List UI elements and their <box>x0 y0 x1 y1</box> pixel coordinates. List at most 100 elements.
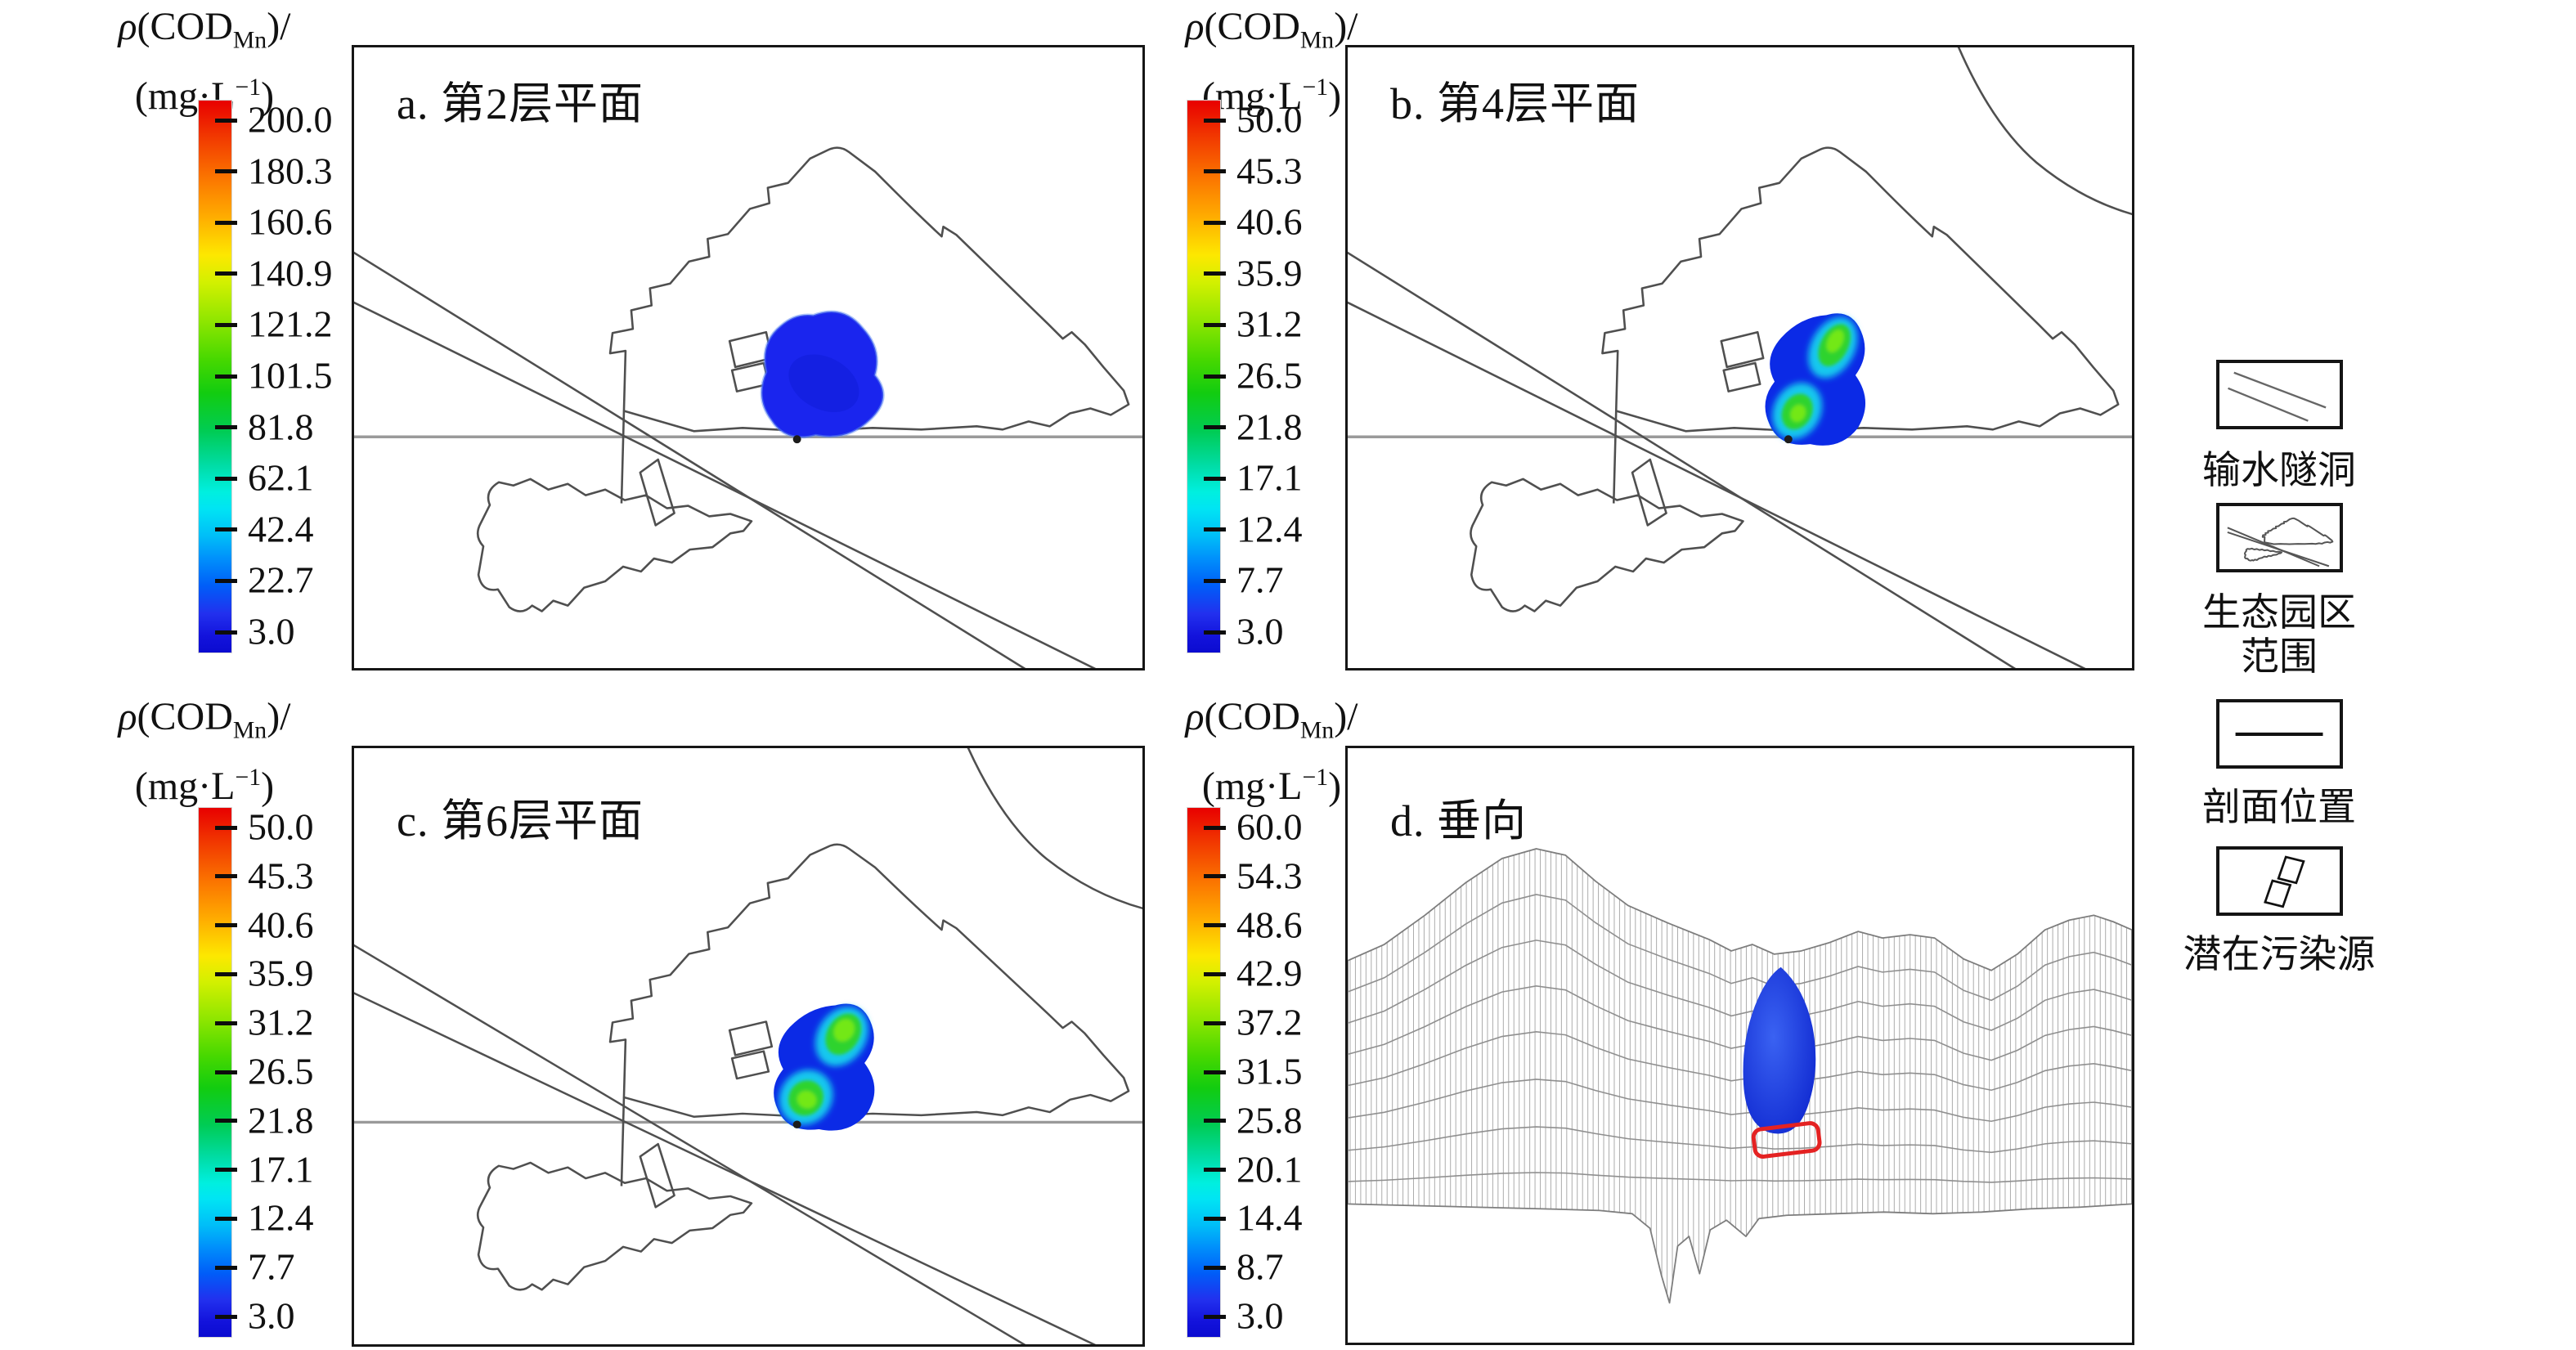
ecological-park-boundary <box>608 146 1130 433</box>
water-tunnel-line-1 <box>354 944 1026 1344</box>
colorbar-tick-mark <box>215 118 237 123</box>
colorbar-tick-label: 12.4 <box>248 1196 314 1239</box>
colorbar-tick-mark <box>1204 1168 1226 1173</box>
colorbar-a-label-line1: ρ(CODMn)/ <box>118 5 291 54</box>
colorbar-a-ticks: 200.0 180.3 160.6 140.9 121.2 101.5 81.8 62.1 42… <box>199 98 444 653</box>
colorbar-tick-mark <box>215 220 237 225</box>
colorbar-tick-mark <box>1204 527 1226 532</box>
colorbar-tick-label: 48.6 <box>1236 904 1303 946</box>
plume-green-core <box>1781 324 1851 430</box>
panel-a-map <box>354 47 1142 668</box>
water-tunnel-line-2 <box>354 992 1097 1344</box>
colorbar-a: 200.0 180.3 160.6 140.9 121.2 101.5 81.8 62.1 42… <box>198 98 444 653</box>
park-edge-segment <box>1612 410 1618 504</box>
colorbar-tick-label: 21.8 <box>1236 406 1303 448</box>
colorbar-tick-label: 60.0 <box>1236 805 1303 848</box>
colorbar-tick-mark <box>215 923 237 928</box>
cross-section-plot <box>1348 848 2132 1304</box>
park-edge-segment <box>620 410 626 504</box>
terrain-contour-curve <box>1957 47 2132 216</box>
colorbar-tick-label: 200.0 <box>248 98 333 141</box>
panel-a: a. 第2层平面 <box>352 45 1145 671</box>
colorbar-tick-label: 31.2 <box>1236 303 1303 345</box>
colorbar-tick-label: 22.7 <box>248 558 314 601</box>
colorbar-c-label-line2: (mg·L−1) <box>134 763 275 808</box>
colorbar-tick-mark <box>1204 476 1226 481</box>
colorbar-tick-mark <box>215 425 237 430</box>
legend-label-park-line2: 范围 <box>2241 636 2318 679</box>
colorbar-tick-mark <box>215 476 237 481</box>
plume-dark-core <box>788 354 859 413</box>
colorbar-tick-label: 50.0 <box>248 805 314 848</box>
map-plot <box>354 748 1142 1344</box>
plume-green-core <box>788 1013 862 1116</box>
panel-b-map <box>1348 47 2132 668</box>
cod-plume <box>760 310 885 439</box>
colorbar-tick-mark <box>215 874 237 879</box>
wetland-boundary <box>1470 478 1744 612</box>
colorbar-d: 60.0 54.3 48.6 42.9 37.2 31.5 25.8 20.1 14.4 8.7 3… <box>1187 805 1433 1338</box>
colorbar-tick-mark <box>1204 1070 1226 1074</box>
colorbar-tick-mark <box>1204 425 1226 430</box>
colorbar-tick-mark <box>1204 874 1226 879</box>
colorbar-d-ticks: 60.0 54.3 48.6 42.9 37.2 31.5 25.8 20.1 14.4 8.7 3… <box>1187 805 1433 1337</box>
colorbar-c-label: ρ(CODMn)/ (mg·L−1) <box>57 693 352 810</box>
colorbar-tick-mark <box>215 527 237 532</box>
wetland-sliver <box>639 1142 675 1209</box>
panel-b: b. 第4层平面 <box>1345 45 2134 671</box>
water-tunnel-line-1 <box>354 251 1026 668</box>
colorbar-tick-mark <box>1204 118 1226 123</box>
panel-d-cross-section <box>1348 748 2132 1343</box>
colorbar-tick-label: 21.8 <box>248 1099 314 1141</box>
colorbar-tick-mark <box>215 1314 237 1319</box>
section-line-icon <box>2216 699 2343 769</box>
colorbar-tick-mark <box>215 1265 237 1270</box>
legend-label-tunnel: 输水隧洞 <box>2202 450 2356 492</box>
colorbar-tick-label: 8.7 <box>1236 1245 1284 1288</box>
colorbar-tick-label: 54.3 <box>1236 854 1303 897</box>
colorbar-c-label-line1: ρ(CODMn)/ <box>118 695 291 744</box>
colorbar-tick-label: 140.9 <box>248 252 333 294</box>
wetland-sliver <box>1631 458 1667 527</box>
ecological-park-boundary <box>1601 146 2120 433</box>
colorbar-tick-label: 81.8 <box>248 406 314 448</box>
colorbar-tick-mark <box>215 1070 237 1074</box>
pollution-source-rect-1 <box>728 1020 774 1056</box>
colorbar-tick-label: 180.3 <box>248 150 333 192</box>
panel-c-map <box>354 748 1142 1344</box>
colorbar-tick-mark <box>215 1020 237 1025</box>
colorbar-tick-mark <box>215 825 237 830</box>
colorbar-tick-mark <box>215 271 237 276</box>
colorbar-tick-mark <box>1204 169 1226 174</box>
cod-plume <box>774 1003 875 1131</box>
panel-c-title: c. 第6层平面 <box>397 796 644 845</box>
wetland-boundary <box>476 478 753 612</box>
map-plot <box>354 146 1142 668</box>
source-red-rectangle <box>1751 1121 1822 1159</box>
colorbar-tick-label: 45.3 <box>248 854 314 897</box>
colorbar-tick-label: 3.0 <box>248 610 295 653</box>
pollution-source-icon <box>2216 846 2343 916</box>
colorbar-tick-label: 3.0 <box>1236 610 1284 653</box>
legend-label-source: 潜在污染源 <box>2183 934 2376 976</box>
panel-b-title: b. 第4层平面 <box>1390 79 1640 128</box>
colorbar-tick-mark <box>1204 1314 1226 1319</box>
colorbar-c: 50.0 45.3 40.6 35.9 31.2 26.5 21.8 17.1 12.4 7.7 3… <box>198 805 444 1338</box>
colorbar-tick-label: 50.0 <box>1236 98 1303 141</box>
colorbar-tick-mark <box>1204 374 1226 379</box>
colorbar-tick-label: 20.1 <box>1236 1148 1303 1191</box>
colorbar-tick-mark <box>215 1119 237 1124</box>
colorbar-tick-label: 42.9 <box>1236 952 1303 994</box>
colorbar-tick-label: 62.1 <box>248 456 314 499</box>
colorbar-tick-label: 3.0 <box>1236 1294 1284 1337</box>
colorbar-b-label-line1: ρ(CODMn)/ <box>1185 5 1358 54</box>
terrain-contour-line <box>1348 1126 2132 1154</box>
colorbar-d-label-line1: ρ(CODMn)/ <box>1185 695 1358 744</box>
colorbar-tick-mark <box>1204 220 1226 225</box>
colorbar-tick-label: 7.7 <box>1236 558 1284 601</box>
water-tunnel-line-2 <box>354 301 1097 668</box>
colorbar-tick-mark <box>1204 322 1226 327</box>
terrain-contour-curve <box>967 748 1142 910</box>
colorbar-tick-mark <box>215 578 237 583</box>
colorbar-tick-label: 25.8 <box>1236 1099 1303 1141</box>
